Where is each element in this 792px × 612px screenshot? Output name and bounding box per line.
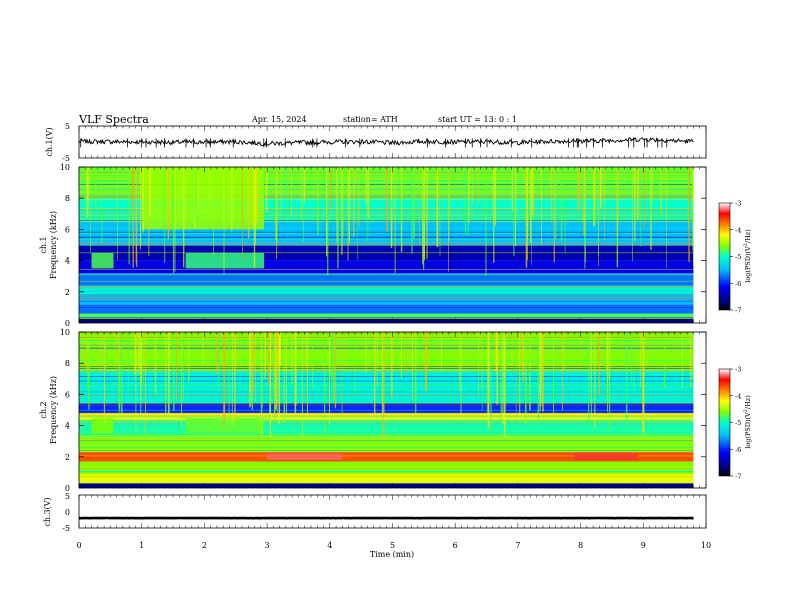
- ch2-spectrogram-ytick-label: 2: [65, 453, 70, 462]
- ch1-ytick-top: 5: [65, 122, 70, 131]
- ch1-spectrogram-colorbar-tick-label: -7: [735, 307, 741, 315]
- time-tick-label: 4: [327, 541, 332, 550]
- ch2-colorbar-label: log(PSD)(V2/Hz): [743, 395, 752, 449]
- ch1-spectrogram-band: [79, 304, 694, 314]
- ch2-colorbar-bar: [718, 368, 731, 477]
- time-tick-label: 6: [453, 541, 458, 550]
- ch2-spectrogram-ylabel-channel: ch.2: [39, 401, 48, 418]
- ch3-waveform-panel: 5 0 -5 ch.3(V): [43, 492, 707, 533]
- ch1-waveform-panel: 5 -5 ch.1(V): [45, 122, 707, 163]
- ch1-spectrogram-ytick-label: 6: [65, 225, 70, 234]
- ch2-spectrogram-colorbar-tick-label: -4: [735, 392, 741, 400]
- ch3-ytick-bottom: -5: [62, 524, 70, 533]
- ch1-spectrogram-ylabel: Frequency (kHz): [49, 211, 58, 279]
- ch2-spectrogram-event: [185, 417, 264, 434]
- header-start-time: start UT = 13: 0 : 1: [438, 115, 517, 124]
- ch2-spectrogram-ytick-label: 8: [65, 359, 70, 368]
- header-station: station= ATH: [343, 115, 398, 124]
- time-axis-label: Time (min): [370, 550, 414, 559]
- figure-title: VLF Spectra: [78, 113, 149, 126]
- ch1-colorbar: -3 -4 -5 -6 -7 log(PSD)(V2/Hz): [718, 200, 752, 315]
- ch1-frequency-ticks: 0 2 4 6 8 10: [60, 163, 706, 328]
- ch2-spectrogram-ytick-label: 0: [65, 484, 70, 493]
- time-tick-label: 9: [641, 541, 646, 550]
- ch1-spectrogram-plot: [79, 166, 706, 323]
- ch1-spectrogram-event: [141, 167, 264, 230]
- ch1-colorbar-label: log(PSD)(V2/Hz): [743, 229, 752, 283]
- ch2-spectrogram-ytick-label: 10: [60, 328, 70, 337]
- time-tick-label: 7: [515, 541, 520, 550]
- time-tick-label: 8: [578, 541, 583, 550]
- ch2-colorbar: -3 -4 -5 -6 -7 log(PSD)(V2/Hz): [718, 366, 752, 481]
- ch2-spectrogram-band: [79, 473, 694, 484]
- ch2-spectrogram-colorbar-tick-label: -5: [735, 419, 741, 427]
- ch1-spectrogram-event: [185, 252, 264, 269]
- ch1-spectrogram-colorbar-tick-label: -6: [735, 280, 741, 288]
- ch1-spectrogram-ytick-label: 2: [65, 288, 70, 297]
- ch1-spectrogram-no-data: [693, 167, 706, 323]
- ch1-waveform-plot: [78, 136, 694, 148]
- ch1-spectrogram-colorbar-tick-label: -5: [735, 253, 741, 261]
- ch1-spectrogram-panel: 0 2 4 6 8 10 ch.1 Frequency (kHz): [39, 163, 707, 328]
- time-tick-label: 1: [139, 541, 144, 550]
- ch1-spectrogram-ytick-label: 0: [65, 319, 70, 328]
- ch1-spectrogram-ytick-label: 4: [65, 257, 70, 266]
- ch1-waveform-ylabel: ch.1(V): [45, 127, 54, 156]
- ch2-spectrogram-colorbar-tick-label: -7: [735, 473, 741, 481]
- header-date: Apr. 15, 2024: [251, 115, 307, 124]
- ch1-spectrogram-colorbar-tick-label: -4: [735, 226, 741, 234]
- ch1-colorbar-bar: [718, 202, 731, 311]
- ch1-spectrogram-band: [79, 313, 694, 319]
- ch1-spectrogram-colorbar-tick-label: -3: [735, 200, 741, 208]
- ch2-spectrogram-ytick-label: 6: [65, 390, 70, 399]
- ch2-spectrogram-ylabel: Frequency (kHz): [49, 376, 58, 444]
- ch2-spectrogram-colorbar-tick-label: -3: [735, 366, 741, 374]
- ch2-spectrogram-event: [574, 453, 638, 460]
- ch2-spectrogram-ytick-label: 4: [65, 422, 70, 431]
- ch2-spectrogram-panel: 0 2 4 6 8 10 ch.2 Frequency (kHz): [39, 328, 707, 493]
- time-axis: 0 1 2 3 4 5 6 7 8 9 10: [76, 126, 711, 550]
- ch1-colorbar-ticks: -3 -4 -5 -6 -7: [730, 200, 741, 315]
- time-tick-label: 3: [265, 541, 270, 550]
- ch1-ytick-bottom: -5: [62, 154, 70, 163]
- ch1-spectrogram-band: [79, 273, 694, 286]
- ch2-spectrogram-plot: [79, 331, 706, 488]
- ch1-spectrogram-ylabel-channel: ch.1: [39, 236, 48, 253]
- ch1-spectrogram-band: [79, 285, 694, 295]
- ch3-waveform-ylabel: ch.3(V): [43, 497, 52, 526]
- ch2-spectrogram-colorbar-tick-label: -6: [735, 446, 741, 454]
- ch1-spectrogram-ytick-label: 10: [60, 163, 70, 172]
- ch2-colorbar-ticks: -3 -4 -5 -6 -7: [730, 366, 741, 481]
- ch1-spectrogram-ytick-label: 8: [65, 194, 70, 203]
- ch1-spectrogram-band: [79, 260, 694, 274]
- ch2-spectrogram-no-data: [693, 332, 706, 488]
- ch1-spectrogram-event: [91, 252, 114, 269]
- ch2-spectrogram-band: [79, 371, 694, 404]
- time-tick-label: 2: [202, 541, 207, 550]
- ch2-spectrogram-band: [79, 452, 694, 462]
- ch2-frequency-ticks: 0 2 4 6 8 10: [60, 328, 706, 493]
- ch2-spectrogram-band: [79, 403, 694, 414]
- time-tick-label: 5: [390, 541, 395, 550]
- ch2-spectrogram-band: [79, 419, 694, 435]
- ch3-ytick-middle: 0: [65, 508, 70, 517]
- ch2-spectrogram-event: [267, 453, 343, 460]
- ch2-spectrogram-event: [91, 417, 114, 434]
- time-tick-label: 10: [701, 541, 711, 550]
- time-tick-label: 0: [76, 541, 81, 550]
- ch2-spectrogram-band: [79, 413, 694, 420]
- ch1-waveform-trace: [78, 136, 694, 147]
- ch3-ytick-top: 5: [65, 492, 70, 501]
